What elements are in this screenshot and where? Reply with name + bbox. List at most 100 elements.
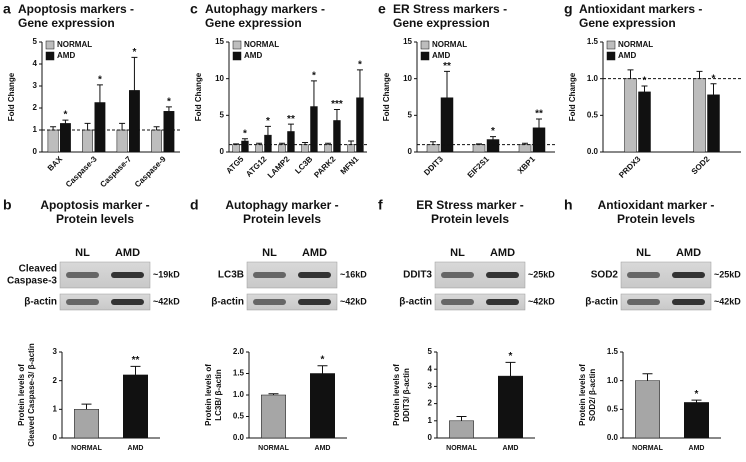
legend-label: AMD	[244, 51, 262, 60]
x-tick-label: NORMAL	[71, 445, 102, 452]
bar	[60, 123, 71, 153]
x-tick-label: ATG5	[224, 154, 245, 175]
error-bar	[325, 142, 332, 145]
bar	[707, 94, 720, 153]
error-bar	[356, 69, 363, 98]
significance: *	[509, 351, 513, 362]
error-bar	[62, 119, 69, 124]
bar	[684, 402, 709, 439]
panel-label: h	[564, 197, 573, 213]
error-bar	[287, 123, 294, 132]
significance: *	[358, 60, 362, 71]
legend-label: AMD	[618, 51, 636, 60]
significance: *	[491, 126, 495, 137]
size-label: ~42kD	[714, 296, 741, 306]
blot-band	[672, 272, 705, 278]
bar	[287, 131, 295, 153]
blot-band	[672, 299, 705, 305]
size-label: ~42kD	[528, 296, 555, 306]
blot-strip	[59, 293, 151, 311]
protein-label: β-actin	[399, 297, 432, 308]
error-bar	[348, 140, 355, 145]
y-tick-label: 15	[215, 37, 224, 46]
y-axis-label: SOD2/ β-actin	[588, 369, 597, 422]
chart-title: Apoptosis marker -	[40, 198, 149, 212]
protein-label: β-actin	[585, 297, 618, 308]
protein-label: Caspase-3	[7, 276, 57, 287]
blot-strip	[434, 293, 526, 311]
x-tick-label: NORMAL	[258, 445, 289, 452]
blot-band	[627, 272, 660, 278]
x-tick-label: EIF2S1	[466, 154, 492, 180]
protein-label: SOD2	[591, 270, 619, 281]
size-label: ~25kD	[714, 269, 741, 279]
bar	[310, 106, 318, 153]
y-tick-label: 0.5	[607, 404, 619, 413]
chart-title: Autophagy markers -	[205, 2, 325, 16]
legend-label: NORMAL	[244, 40, 279, 49]
error-bar	[696, 70, 703, 79]
bar	[278, 144, 286, 153]
legend-label: AMD	[432, 51, 450, 60]
significance: *	[266, 116, 270, 127]
lane-label: NL	[262, 247, 277, 259]
significance: ***	[331, 99, 343, 110]
y-tick-label: 1	[33, 125, 38, 134]
y-tick-label: 0.0	[607, 433, 619, 442]
x-tick-label: PRDX3	[617, 154, 643, 180]
significance: **	[535, 109, 543, 120]
significance: *	[643, 76, 647, 87]
error-bar	[81, 403, 92, 410]
x-tick-label: AMD	[128, 445, 144, 452]
bar	[624, 78, 637, 153]
blot-strip	[620, 293, 712, 311]
y-tick-label: 4	[428, 364, 433, 373]
chart-title: Protein levels	[243, 212, 321, 226]
bar	[241, 140, 249, 153]
blot-band	[486, 272, 519, 278]
significance: *	[321, 354, 325, 365]
bar	[232, 144, 240, 153]
size-label: ~16kD	[340, 269, 367, 279]
bar	[74, 409, 99, 439]
chart-title: Antioxidant marker -	[598, 198, 715, 212]
chart-title: Protein levels	[56, 212, 134, 226]
panel-label: c	[190, 1, 198, 17]
protein-label: DDIT3	[403, 270, 432, 281]
legend-swatch	[420, 51, 430, 61]
error-bar	[119, 122, 126, 130]
y-tick-label: 1.5	[587, 37, 599, 46]
error-bar	[642, 373, 653, 381]
blot-band	[298, 272, 331, 278]
y-tick-label: 0.5	[233, 412, 245, 421]
size-label: ~25kD	[528, 269, 555, 279]
y-tick-label: 0.5	[587, 110, 599, 119]
x-tick-label: AMD	[503, 445, 519, 452]
legend-swatch	[420, 40, 430, 50]
blot-band	[253, 299, 286, 305]
bar	[94, 102, 106, 153]
protein-label: Cleaved	[19, 264, 57, 275]
bar	[82, 129, 94, 153]
chart-title: Gene expression	[579, 16, 676, 30]
error-bar	[691, 399, 702, 403]
y-tick-label: 2	[428, 399, 433, 408]
blot-band	[627, 299, 660, 305]
x-tick-label: MFN1	[339, 154, 361, 176]
error-bar	[131, 56, 138, 91]
blot-band	[298, 299, 331, 305]
bar	[347, 144, 355, 153]
error-bar	[50, 126, 57, 130]
y-tick-label: 1.0	[587, 74, 599, 83]
bar	[261, 394, 286, 439]
error-bar	[241, 138, 248, 141]
y-tick-label: 1	[53, 404, 58, 413]
bar	[163, 111, 175, 153]
error-bar	[268, 393, 279, 395]
lane-label: NL	[75, 247, 90, 259]
y-axis-label: Protein levels of	[204, 364, 213, 426]
panel-label: d	[190, 197, 199, 213]
legend-label: NORMAL	[618, 40, 653, 49]
y-axis-label: Protein levels of	[392, 364, 401, 426]
